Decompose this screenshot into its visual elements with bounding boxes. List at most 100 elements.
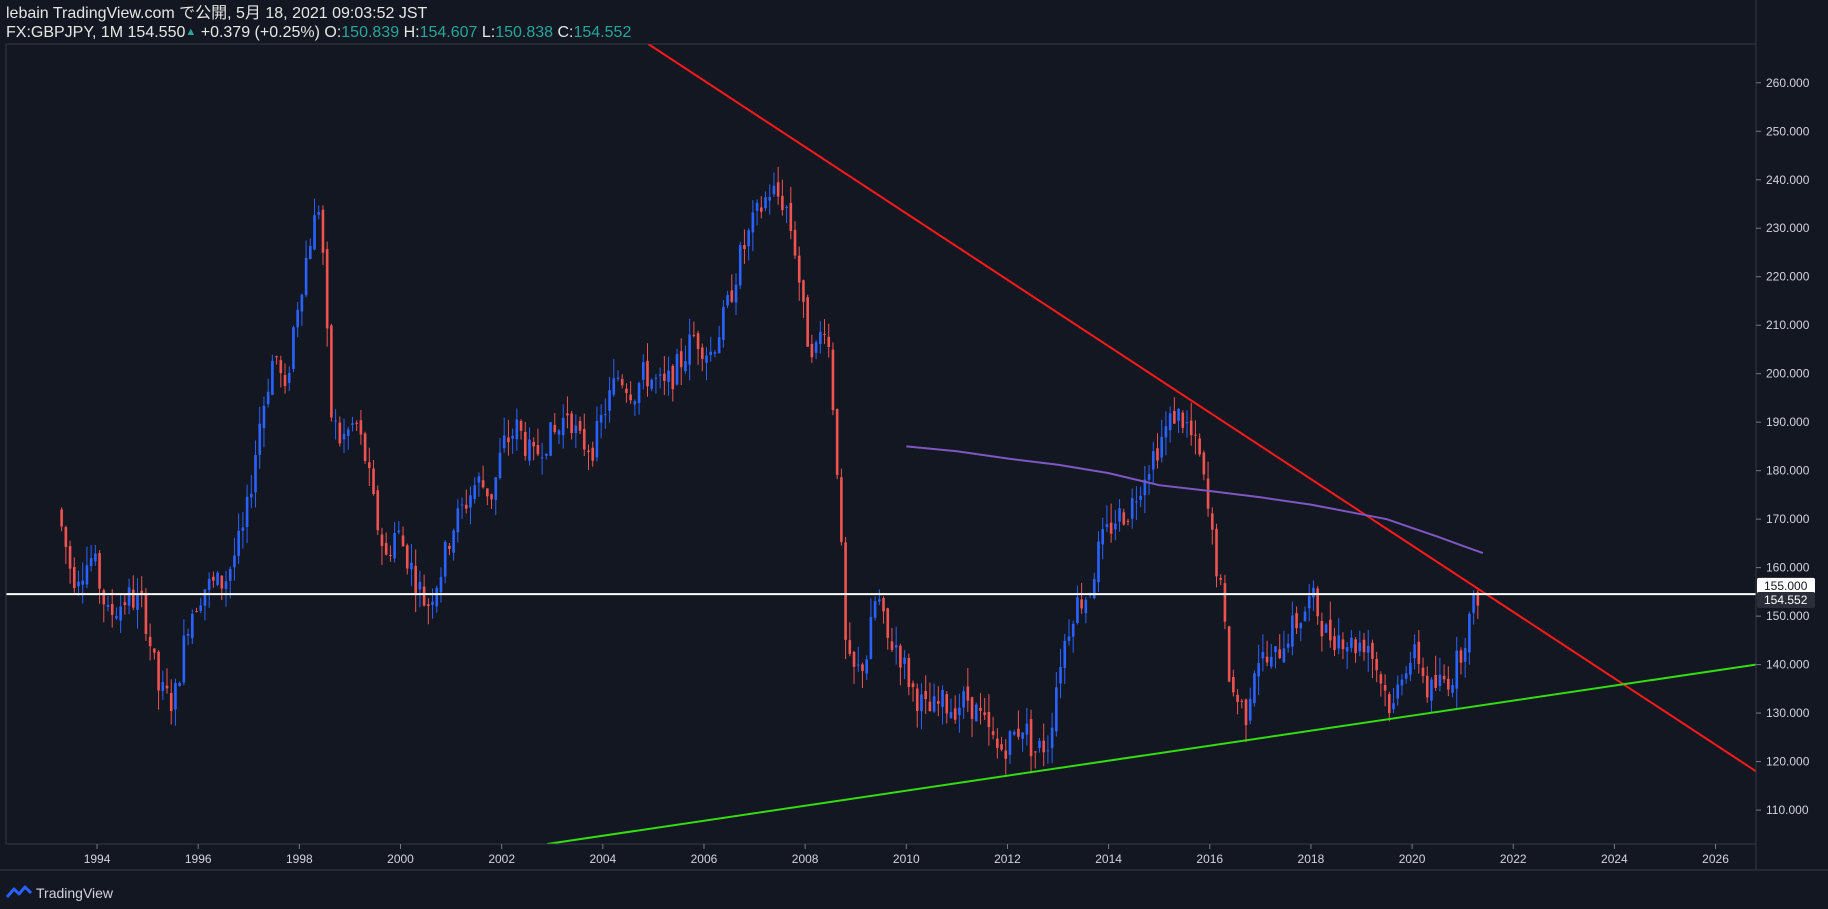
candle-up [949,712,953,719]
candle-down [1202,452,1206,475]
candle-up [1257,662,1260,677]
x-tick-label: 2004 [589,852,616,866]
candle-up [1430,679,1433,701]
candle-up [351,423,354,425]
close-value: 154.552 [573,24,632,41]
candle-up [431,601,434,605]
candle-up [932,696,936,712]
candle-up [941,689,944,707]
candle-down [523,431,527,456]
candle-down [212,576,215,581]
candle-up [1248,698,1252,721]
candle-up [1345,647,1349,652]
support-trendline[interactable] [547,663,1756,844]
candle-down [996,738,999,748]
candle-up [410,562,413,570]
candle-down [582,428,586,450]
candle-up [317,212,321,215]
candle-up [962,691,965,708]
candle-down [131,589,135,608]
candle-down [629,394,632,401]
candle-down [1417,641,1421,664]
candle-up [713,352,717,354]
y-tick-label: 150.000 [1766,609,1810,623]
last-price: 154.550 [127,24,186,41]
candle-up [511,435,514,439]
candle-up [920,694,923,712]
candle-down [1227,626,1231,682]
candle-up [1274,646,1277,653]
candle-up [1366,645,1370,653]
candle-up [1312,587,1315,598]
candle-down [730,290,734,302]
footer-brand[interactable]: TradingView [6,885,113,901]
candle-up [216,572,219,585]
candle-down [1278,649,1282,659]
candle-up [818,331,822,345]
candle-up [751,212,755,233]
candle-down [1181,412,1185,428]
candle-down [1033,751,1037,753]
candle-down [797,255,801,283]
candle-down [1425,675,1429,698]
candle-down [1232,676,1235,693]
candle-down [987,711,991,728]
candle-down [553,424,557,433]
candle-down [852,651,856,667]
candle-up [469,495,472,508]
candle-up [190,613,194,639]
candle-down [1126,520,1130,522]
candle-up [502,435,506,449]
candle-down [279,360,283,374]
candle-down [835,409,839,476]
candle-up [1472,593,1475,613]
candle-down [1341,639,1345,650]
candle-down [1240,700,1244,702]
x-tick-label: 2018 [1298,852,1325,866]
candle-up [228,568,232,582]
symbol-legend: FX:GBPJPY, 1M 154.550▲ +0.379 (+0.25%) O… [6,23,1828,42]
candle-up [1307,596,1311,609]
candle-down [1223,583,1227,622]
candle-down [1189,420,1193,436]
candle-up [174,682,177,710]
candle-up [595,421,599,458]
low-value: 150.838 [495,24,554,41]
candle-down [486,488,489,497]
open-value: 150.839 [341,24,400,41]
candle-down [355,422,358,424]
candle-down [1333,636,1336,650]
candle-down [405,545,409,569]
candle-up [637,383,641,403]
candle-down [481,480,485,488]
candle-down [1236,694,1239,702]
candle-down [283,375,287,387]
price-label-box [1757,577,1815,594]
candle-up [1463,648,1467,662]
price-label: 154.552 [1764,593,1808,607]
candle-down [157,651,160,691]
candle-up [1337,635,1341,649]
x-tick-label: 2024 [1601,852,1628,866]
candle-up [734,284,738,303]
y-tick-label: 210.000 [1766,318,1810,332]
resistance-trendline[interactable] [647,44,1756,773]
candle-down [646,360,649,387]
candle-down [401,535,405,547]
candle-up [528,439,531,461]
candle-down [911,683,915,688]
candle-up [599,415,603,423]
candle-down [1042,740,1045,753]
candle-down [165,685,169,689]
candle-down [1265,656,1269,663]
candle-up [1021,732,1024,739]
moving-average[interactable] [906,445,1484,555]
candle-up [1269,656,1273,667]
symbol-name[interactable]: FX:GBPJPY, 1M [6,24,124,41]
y-tick-label: 260.000 [1766,76,1810,90]
candle-up [540,457,544,459]
x-tick-label: 2000 [387,852,414,866]
candle-down [679,351,683,368]
candle-up [903,657,906,664]
